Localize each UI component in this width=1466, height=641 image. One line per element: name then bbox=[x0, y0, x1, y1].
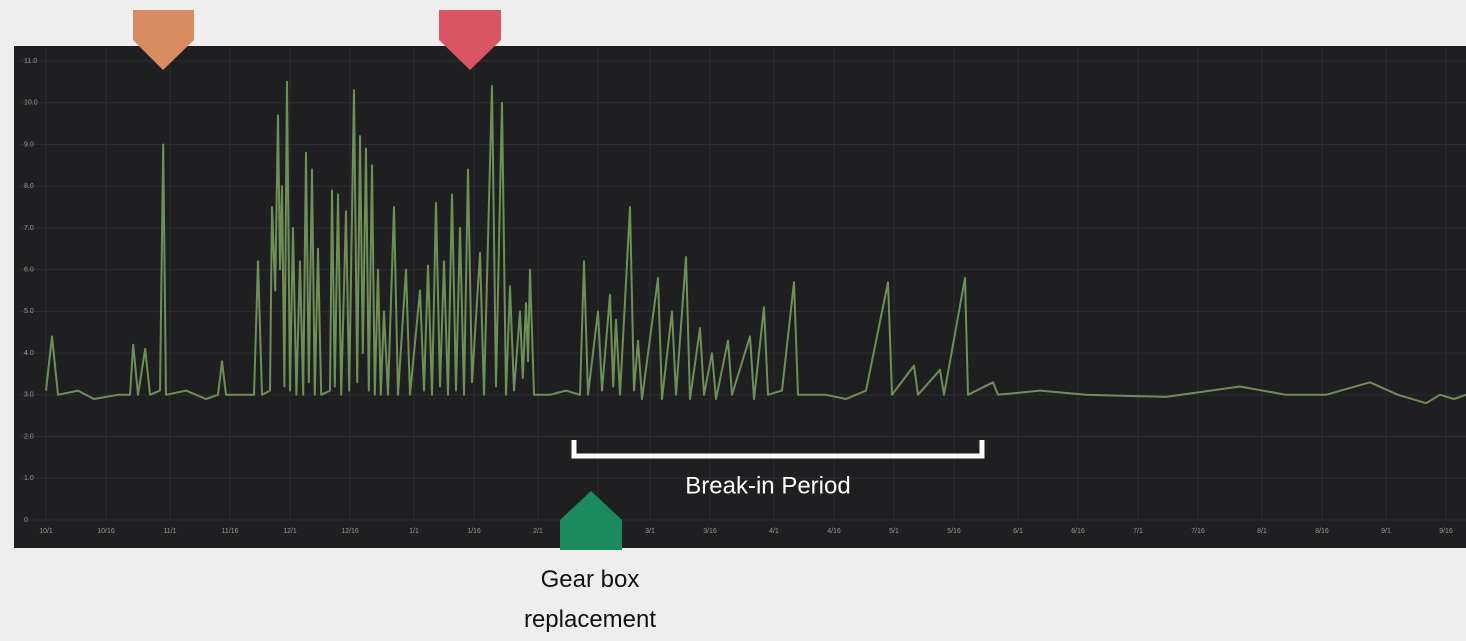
annotation: Break-in Period bbox=[685, 472, 850, 499]
x-tick-label: 12/16 bbox=[341, 528, 359, 535]
x-tick-label: 10/1 bbox=[39, 528, 53, 535]
x-tick-label: 8/16 bbox=[1315, 528, 1329, 535]
x-tick-label: 2/1 bbox=[533, 528, 543, 535]
event-marker bbox=[560, 491, 622, 550]
grid: 0 1.0 2.0 3.0 4.0 5.0 6.0 7.0 8.0 9.0 10.0 11.0 10/1… bbox=[20, 50, 1466, 535]
bracket bbox=[571, 440, 985, 459]
y-tick-label: 7.0 bbox=[24, 225, 34, 232]
y-tick-label: 10.0 bbox=[24, 100, 38, 107]
x-tick-label: 5/16 bbox=[947, 528, 961, 535]
x-tick-label: 12/1 bbox=[283, 528, 297, 535]
x-tick-label: 11/16 bbox=[222, 528, 239, 535]
y-tick-label: 8.0 bbox=[24, 183, 34, 190]
y-tick-label: 11.0 bbox=[24, 58, 37, 65]
x-tick-label: 7/16 bbox=[1191, 528, 1205, 535]
x-tick-label: 9/1 bbox=[1381, 528, 1391, 535]
x-tick-label: 5/1 bbox=[889, 528, 899, 535]
x-tick-label: 7/1 bbox=[1133, 528, 1143, 535]
plot bbox=[45, 80, 1466, 405]
y-tick-label: 4.0 bbox=[24, 350, 34, 357]
x-tick-label: 10/16 bbox=[97, 528, 115, 535]
x-tick-label: 1/16 bbox=[467, 528, 481, 535]
x-tick-label: 9/16 bbox=[1439, 528, 1453, 535]
annotation: Gear box replacement bbox=[523, 566, 657, 633]
y-tick-label: 9.0 bbox=[24, 141, 34, 148]
x-tick-label: 1/1 bbox=[409, 528, 419, 535]
x-tick-label: 8/1 bbox=[1257, 528, 1267, 535]
x-tick-label: 4/1 bbox=[769, 528, 779, 535]
event-marker bbox=[133, 10, 194, 70]
y-tick-label: 1.0 bbox=[24, 475, 34, 482]
y-tick-label: 6.0 bbox=[24, 266, 34, 273]
y-tick-label: 0 bbox=[24, 517, 28, 524]
x-tick-label: 6/1 bbox=[1013, 528, 1023, 535]
y-tick-label: 5.0 bbox=[24, 308, 34, 315]
x-tick-label: 4/16 bbox=[827, 528, 841, 535]
x-tick-label: 3/1 bbox=[645, 528, 655, 535]
event-marker bbox=[439, 10, 501, 70]
y-tick-label: 2.0 bbox=[24, 433, 34, 440]
series-line bbox=[45, 80, 1466, 405]
x-tick-label: 6/16 bbox=[1071, 528, 1085, 535]
x-tick-label: 11/1 bbox=[163, 528, 176, 535]
x-tick-label: 3/16 bbox=[703, 528, 717, 535]
y-tick-label: 3.0 bbox=[24, 392, 34, 399]
